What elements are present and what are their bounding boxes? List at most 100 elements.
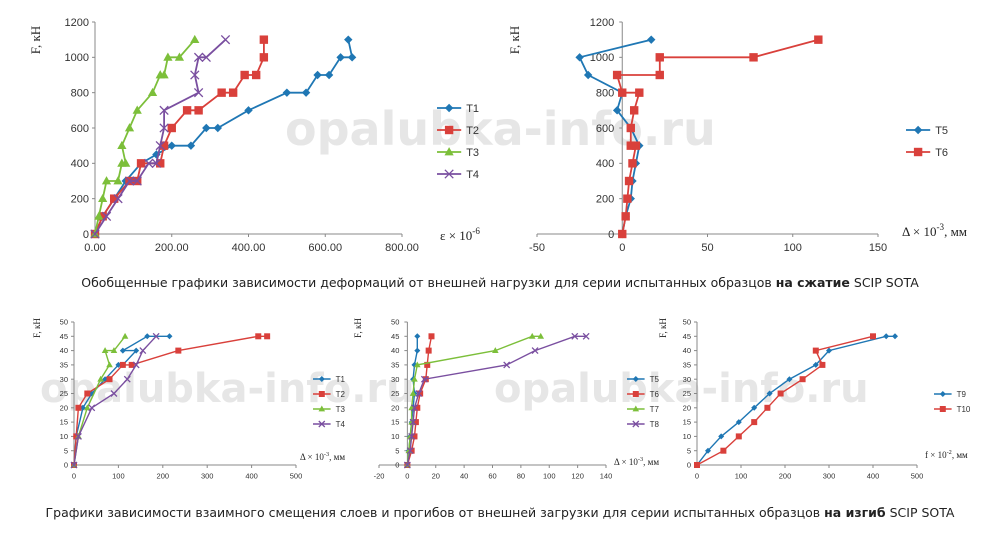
x-tick-label: 200 xyxy=(779,472,792,481)
data-point-T1 xyxy=(282,88,292,97)
legend-marker-T2 xyxy=(444,125,454,135)
y-axis-label: F, кН xyxy=(658,318,668,338)
data-point-T10 xyxy=(735,433,742,440)
series-line-T10 xyxy=(696,335,874,466)
x-tick-label: 140 xyxy=(600,472,613,481)
data-point-T6 xyxy=(612,70,622,80)
data-point-T4 xyxy=(193,52,204,62)
x-tick-label: 200.00 xyxy=(155,242,189,254)
data-point-T4 xyxy=(201,52,211,62)
data-point-T1 xyxy=(152,150,161,159)
x-tick-label: 200 xyxy=(157,472,170,481)
data-point-T1 xyxy=(166,333,173,340)
y-tick-label: 25 xyxy=(60,389,68,398)
data-point-T9 xyxy=(812,361,819,368)
x-axis-label: Δ × 10-3, мм xyxy=(300,451,345,462)
data-point-T6 xyxy=(428,333,435,340)
x-tick-label: 0 xyxy=(695,472,699,481)
x-axis-label: Δ × 10-3, мм xyxy=(614,456,659,467)
data-point-T3 xyxy=(110,347,118,353)
x-tick-label: 100 xyxy=(112,472,125,481)
y-tick-label: 30 xyxy=(60,375,68,384)
y-tick-label: 800 xyxy=(596,88,614,100)
x-tick-label: -20 xyxy=(374,472,385,481)
data-point-T6 xyxy=(621,212,630,221)
data-point-T6 xyxy=(628,159,637,168)
x-axis-label-unit: , мм xyxy=(944,224,967,239)
legend-marker-T8 xyxy=(632,420,640,428)
legend-label-T1: T1 xyxy=(466,103,479,115)
data-point-T3 xyxy=(101,176,112,185)
y-tick-label: 30 xyxy=(683,375,691,384)
x-tick-label: 0 xyxy=(619,242,625,254)
data-point-T8 xyxy=(503,361,511,369)
legend-marker-T7 xyxy=(632,405,640,412)
data-point-T10 xyxy=(819,361,826,368)
x-axis-label: Δ × 10-3, мм xyxy=(902,222,967,239)
x-axis-label-unit: , мм xyxy=(952,450,968,460)
y-tick-label: 1000 xyxy=(590,52,614,64)
data-point-T8 xyxy=(411,404,418,412)
y-tick-label: 1000 xyxy=(65,52,89,64)
legend-label-T6: T6 xyxy=(650,390,660,399)
data-point-T6 xyxy=(425,347,432,354)
data-point-T2 xyxy=(228,88,238,97)
data-point-T9 xyxy=(718,433,725,440)
data-point-T1 xyxy=(133,347,140,354)
data-point-T3 xyxy=(84,404,91,411)
series-T6 xyxy=(612,35,823,239)
y-tick-label: 45 xyxy=(683,332,691,341)
y-tick-label: 20 xyxy=(391,403,399,412)
data-point-T4 xyxy=(193,88,204,98)
legend-label-T3: T3 xyxy=(466,147,479,159)
y-tick-label: 0 xyxy=(608,229,614,241)
data-point-T6 xyxy=(635,88,644,97)
watermark-top: opalubka-info.ru xyxy=(285,102,716,156)
legend-marker-T5 xyxy=(632,376,639,382)
data-point-T1 xyxy=(347,53,357,62)
y-tick-label: 35 xyxy=(60,361,68,370)
data-point-T8 xyxy=(531,347,539,355)
x-axis-label-sup: -6 xyxy=(472,226,480,236)
x-tick-label: 400 xyxy=(867,472,880,481)
y-tick-label: 15 xyxy=(683,418,691,427)
legend-marker-T4 xyxy=(318,420,326,428)
x-axis-label-sup: -3 xyxy=(638,456,643,463)
chart4: 0 5 10 15 20 25 30 35 40 45 50 -20 0 20 40 60 80 100 120 14… xyxy=(353,318,659,481)
data-point-T2 xyxy=(182,106,192,115)
data-point-T2 xyxy=(136,159,146,168)
x-axis-label: f × 10-2, мм xyxy=(925,449,968,460)
series-line-T1 xyxy=(94,39,354,235)
data-point-T4 xyxy=(155,141,165,151)
data-point-T9 xyxy=(786,376,793,383)
y-tick-label: 40 xyxy=(60,346,68,355)
data-point-T8 xyxy=(420,375,428,383)
data-point-T4 xyxy=(139,347,147,355)
y-tick-label: 45 xyxy=(391,332,399,341)
y-tick-label: 25 xyxy=(683,389,691,398)
data-point-T3 xyxy=(124,123,135,132)
data-point-T4 xyxy=(152,332,160,340)
data-point-T3 xyxy=(132,105,142,114)
data-point-T3 xyxy=(121,158,131,167)
data-point-T4 xyxy=(220,35,231,45)
series-T4 xyxy=(70,332,160,469)
data-point-T2 xyxy=(106,376,113,383)
data-point-T3 xyxy=(101,347,109,353)
data-point-T6 xyxy=(412,419,419,426)
data-point-T4 xyxy=(151,158,162,168)
data-point-T6 xyxy=(626,141,635,150)
data-point-T2 xyxy=(194,106,203,115)
data-point-T4 xyxy=(101,211,112,221)
series-line-T3 xyxy=(94,39,196,235)
data-point-T6 xyxy=(624,176,634,186)
x-axis-label-main: f × 10 xyxy=(925,450,947,460)
y-tick-label: 35 xyxy=(683,361,691,370)
data-point-T10 xyxy=(812,347,819,354)
data-point-T10 xyxy=(751,419,758,426)
data-point-T4 xyxy=(124,176,135,186)
series-line-T4 xyxy=(94,39,227,235)
y-tick-label: 400 xyxy=(596,158,614,170)
